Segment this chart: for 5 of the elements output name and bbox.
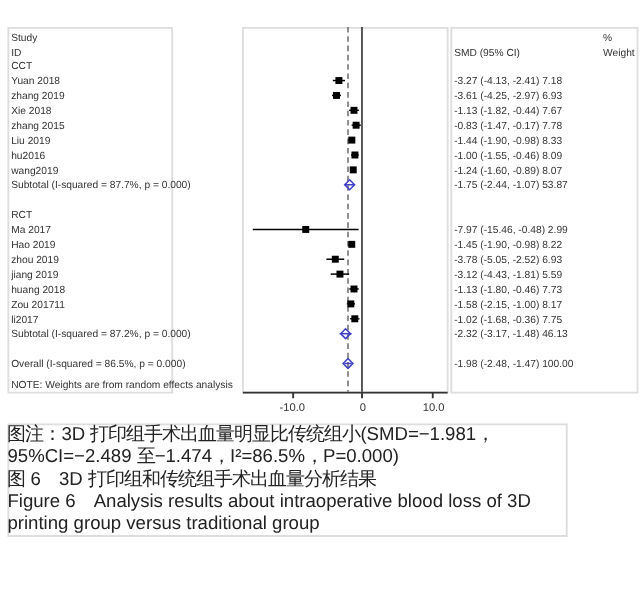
text: 图注：3D 打印组手术出血量明显比传统组小(SMD=−1.981，	[7, 424, 495, 445]
text: printing group versus traditional group	[7, 513, 320, 534]
caption: Figure 6 Analysis results about intraoperative blood loss of 3D	[7, 491, 532, 512]
text: 95%CI=−2.489 至−1.474，I²=86.5%，P=0.000)	[7, 446, 399, 467]
caption: 图 6 3D 打印组和传统组手术出血量分析结果	[7, 468, 376, 489]
